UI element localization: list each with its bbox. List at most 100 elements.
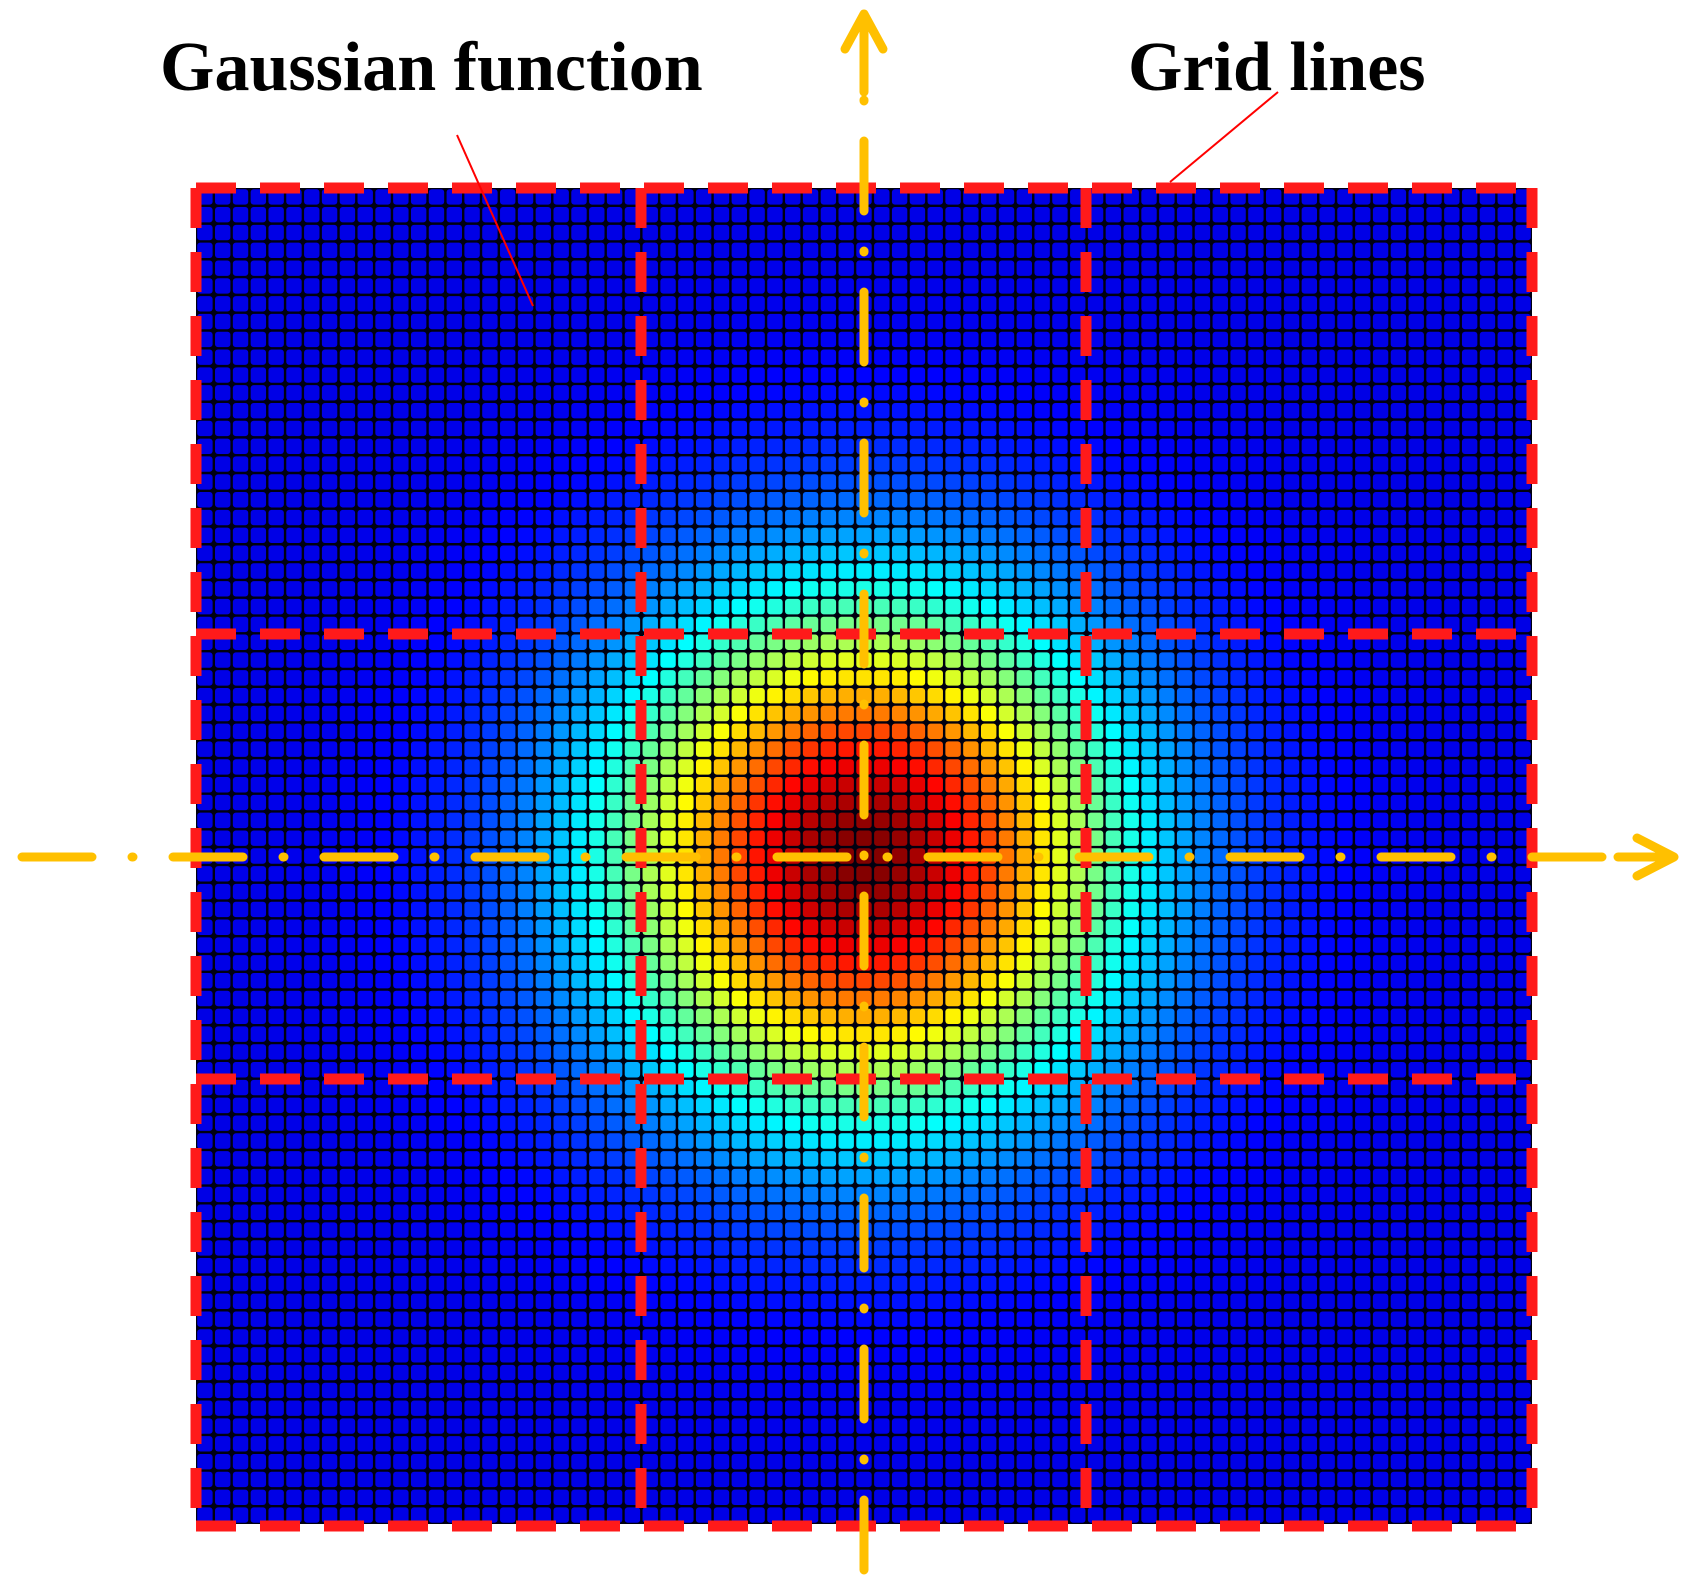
heatmap-cell	[535, 794, 552, 811]
heatmap-cell	[980, 883, 997, 900]
heatmap-cell	[1159, 955, 1175, 971]
heatmap-cell	[980, 777, 997, 793]
heatmap-cell	[215, 705, 231, 722]
heatmap-cell	[339, 972, 356, 989]
heatmap-cell	[268, 1204, 284, 1220]
heatmap-cell	[874, 1115, 890, 1131]
heatmap-cell	[1123, 955, 1139, 971]
heatmap-cell	[1141, 866, 1157, 882]
heatmap-cell	[393, 402, 409, 419]
heatmap-cell	[1230, 1204, 1246, 1220]
heatmap-cell	[571, 367, 587, 383]
heatmap-cell	[802, 420, 819, 437]
heatmap-cell	[1283, 313, 1300, 330]
heatmap-cell	[838, 1008, 854, 1025]
heatmap-cell	[553, 919, 569, 935]
heatmap-cell	[1123, 866, 1139, 882]
heatmap-cell	[232, 420, 249, 437]
heatmap-cell	[393, 812, 409, 829]
heatmap-cell	[464, 1168, 480, 1185]
heatmap-cell	[268, 1311, 284, 1327]
heatmap-cell	[1372, 1133, 1389, 1149]
heatmap-cell	[304, 242, 320, 259]
heatmap-cell	[1087, 1186, 1104, 1203]
heatmap-cell	[1016, 1026, 1033, 1042]
heatmap-cell	[945, 652, 961, 668]
heatmap-cell	[571, 937, 587, 953]
heatmap-cell	[1159, 1293, 1175, 1310]
heatmap-cell	[304, 723, 320, 740]
heatmap-cell	[1301, 224, 1318, 241]
heatmap-cell	[410, 260, 427, 276]
heatmap-cell	[464, 1008, 480, 1025]
heatmap-cell	[1052, 848, 1068, 864]
heatmap-cell	[215, 1026, 231, 1042]
heatmap-cell	[1141, 759, 1157, 775]
heatmap-cell	[1355, 1204, 1371, 1220]
heatmap-cell	[660, 224, 676, 241]
heatmap-cell	[1123, 972, 1139, 989]
heatmap-cell	[446, 509, 462, 526]
heatmap-cell	[517, 402, 534, 419]
heatmap-cell	[286, 1329, 302, 1345]
heatmap-cell	[1497, 1097, 1513, 1114]
heatmap-cell	[891, 741, 908, 757]
heatmap-cell	[232, 919, 249, 935]
heatmap-cell	[357, 1026, 373, 1042]
heatmap-cell	[428, 1240, 445, 1256]
heatmap-cell	[535, 438, 552, 454]
heatmap-cell	[1390, 1097, 1407, 1114]
heatmap-cell	[838, 296, 854, 312]
heatmap-cell	[357, 1151, 373, 1167]
heatmap-cell	[1212, 242, 1228, 259]
heatmap-cell	[304, 189, 320, 205]
heatmap-cell	[286, 1347, 302, 1363]
heatmap-cell	[963, 1347, 979, 1363]
heatmap-cell	[339, 1008, 356, 1025]
heatmap-cell	[1087, 385, 1104, 401]
heatmap-cell	[321, 919, 338, 935]
heatmap-cell	[410, 1026, 427, 1042]
heatmap-cell	[589, 652, 605, 668]
heatmap-cell	[250, 296, 267, 312]
heatmap-cell	[1105, 474, 1122, 490]
heatmap-cell	[731, 598, 748, 615]
heatmap-cell	[464, 1133, 480, 1149]
heatmap-cell	[1105, 1026, 1122, 1042]
heatmap-cell	[1141, 598, 1157, 615]
heatmap-cell	[1212, 723, 1228, 740]
heatmap-cell	[945, 296, 961, 312]
heatmap-cell	[1408, 1008, 1424, 1025]
heatmap-cell	[838, 492, 854, 508]
heatmap-cell	[1034, 402, 1050, 419]
heatmap-cell	[820, 1222, 837, 1238]
heatmap-cell	[1390, 456, 1407, 472]
heatmap-cell	[695, 563, 712, 579]
heatmap-cell	[749, 509, 765, 526]
heatmap-cell	[375, 866, 391, 882]
heatmap-cell	[874, 474, 890, 490]
heatmap-cell	[1426, 296, 1442, 312]
heatmap-cell	[1444, 1008, 1460, 1025]
heatmap-cell	[713, 1222, 730, 1238]
heatmap-cell	[1355, 207, 1371, 223]
heatmap-cell	[535, 1329, 552, 1345]
heatmap-cell	[1337, 224, 1353, 241]
heatmap-cell	[268, 955, 284, 971]
heatmap-cell	[1266, 1044, 1282, 1060]
heatmap-cell	[375, 652, 391, 668]
heatmap-cell	[1087, 1133, 1104, 1149]
heatmap-cell	[1248, 830, 1264, 846]
heatmap-cell	[215, 1186, 231, 1203]
heatmap-cell	[589, 1347, 605, 1363]
heatmap-cell	[980, 385, 997, 401]
heatmap-cell	[464, 741, 480, 757]
heatmap-cell	[393, 509, 409, 526]
heatmap-cell	[678, 1097, 694, 1114]
heatmap-cell	[1034, 474, 1050, 490]
heatmap-cell	[1390, 224, 1407, 241]
heatmap-cell	[1479, 1133, 1496, 1149]
heatmap-cell	[1034, 1186, 1050, 1203]
heatmap-cell	[767, 812, 783, 829]
heatmap-cell	[1141, 1044, 1157, 1060]
